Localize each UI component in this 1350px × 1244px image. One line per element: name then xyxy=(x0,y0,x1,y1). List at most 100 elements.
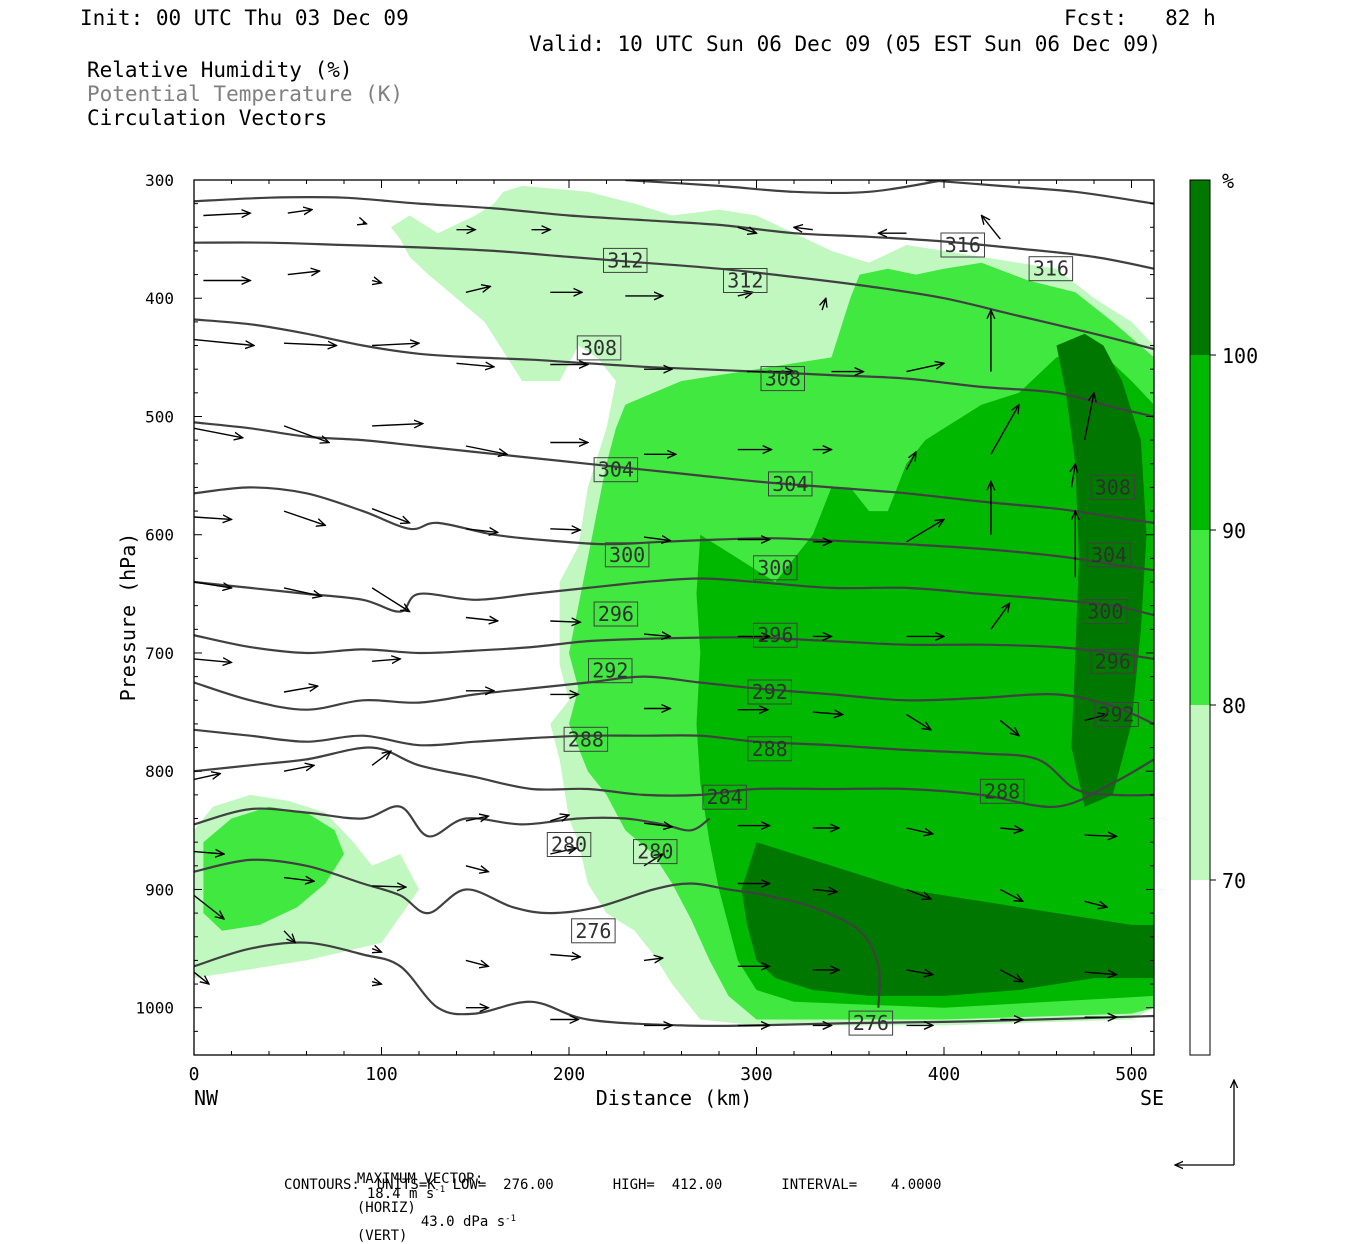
contour-label-11: 304 xyxy=(1091,543,1127,567)
contour-label-box-22 xyxy=(979,778,1025,804)
colorbar-level-100: 100 xyxy=(1222,344,1258,368)
circulation-vector-44 xyxy=(465,618,498,622)
contour-label-box-8 xyxy=(1090,474,1135,500)
colorbar-frame xyxy=(1189,179,1211,1056)
circulation-vector-81 xyxy=(906,888,931,899)
circulation-vector-113 xyxy=(1072,464,1076,488)
isentrope-308-9 xyxy=(194,421,1154,524)
contour-label-box-6 xyxy=(593,457,639,483)
circulation-vector-85 xyxy=(283,930,295,943)
circulation-vector-77 xyxy=(550,848,576,855)
circulation-vector-96 xyxy=(372,982,381,984)
isentrope-276-1 xyxy=(194,858,881,1008)
circulation-vector-92 xyxy=(906,970,933,975)
contour-labels: 312 312 316 316 308 308 304 304 308 300 300 304 300 2… xyxy=(546,232,1139,1036)
x-tick-label-1: 100 xyxy=(365,1064,398,1085)
contour-label-box-12 xyxy=(1083,599,1128,625)
circulation-vector-73 xyxy=(194,852,224,854)
colorbar-unit: % xyxy=(1222,169,1234,193)
footer-vert-value: 43.0 dPa s xyxy=(420,1214,506,1231)
contour-label-16: 292 xyxy=(592,659,628,683)
circulation-vector-29 xyxy=(905,452,916,471)
y-tick-label-4: 700 xyxy=(145,644,174,663)
circulation-vector-4 xyxy=(287,271,320,275)
circulation-vector-83 xyxy=(1084,900,1108,907)
circulation-vector-63 xyxy=(283,765,314,772)
isentrope-300-7 xyxy=(194,577,1154,617)
circulation-vector-39 xyxy=(906,519,945,543)
contour-label-24: 280 xyxy=(637,840,673,864)
isentrope-316-11 xyxy=(194,241,1154,351)
contour-label-box-4 xyxy=(576,335,622,361)
contour-label-box-17 xyxy=(747,679,792,705)
contour-label-7: 304 xyxy=(772,472,808,496)
footer-contours: CONTOURS: UNITS=K LOW= 276.00 HIGH= 412.… xyxy=(284,1177,942,1193)
circulation-vector-89 xyxy=(643,958,663,960)
footer-max-vector-label: MAXIMUM VECTOR: xyxy=(356,1171,484,1187)
contour-label-box-25 xyxy=(571,918,616,944)
contour-label-box-5 xyxy=(760,366,805,392)
y-tick-label-6: 900 xyxy=(145,880,174,899)
circulation-vector-5 xyxy=(372,281,381,283)
x-end-label-se: SE xyxy=(1140,1086,1164,1110)
circulation-vector-112 xyxy=(982,216,1001,240)
contour-label-box-18 xyxy=(1094,702,1139,727)
colorbar-band-100 xyxy=(1190,180,1210,355)
circulation-vector-80 xyxy=(812,890,837,892)
contour-label-5: 308 xyxy=(765,367,801,391)
footer-vert-exp: -1 xyxy=(505,1213,516,1224)
circulation-vector-2 xyxy=(363,223,367,224)
y-axis-label: Pressure (hPa) xyxy=(116,533,140,702)
contour-label-9: 300 xyxy=(609,543,645,567)
forecast-hour: Fcst: 82 h xyxy=(1064,6,1216,30)
circulation-vector-30 xyxy=(990,405,1019,455)
y-tick-label-0: 300 xyxy=(145,171,174,190)
contour-label-0: 312 xyxy=(607,248,643,272)
circulation-vector-6 xyxy=(465,286,490,293)
contour-label-19: 288 xyxy=(568,727,604,751)
circulation-vector-60 xyxy=(999,719,1019,735)
circulation-vector-11 xyxy=(194,338,254,346)
contour-label-box-9 xyxy=(604,542,650,568)
circulation-vector-21 xyxy=(194,427,243,438)
contour-label-23: 280 xyxy=(551,833,587,857)
x-tick-label-2: 200 xyxy=(553,1064,586,1085)
contour-label-box-26 xyxy=(848,1010,894,1036)
x-tick-label-3: 300 xyxy=(740,1064,773,1085)
isentrope-324-13 xyxy=(625,180,945,195)
colorbar-band-80 xyxy=(1190,530,1210,705)
y-tick-label-3: 600 xyxy=(145,526,174,545)
circulation-vector-50 xyxy=(990,603,1010,630)
isentrope-328-14 xyxy=(925,180,1154,205)
contour-label-17: 292 xyxy=(752,680,788,704)
circulation-vector-62 xyxy=(194,774,220,781)
valid-time: Valid: 10 UTC Sun 06 Dec 09 (05 EST Sun … xyxy=(529,32,1162,56)
cross-section-chart: 312 312 316 316 308 308 304 304 308 300 300 304 300 2… xyxy=(116,169,1258,1200)
circulation-vector-33 xyxy=(371,508,410,523)
contour-label-box-24 xyxy=(633,839,678,865)
x-axis-label: Distance (km) xyxy=(596,1086,753,1110)
circulation-vector-51 xyxy=(194,659,232,663)
circulation-vector-31 xyxy=(194,517,232,519)
circulation-vector-95 xyxy=(194,971,209,984)
x-tick-label-0: 0 xyxy=(189,1064,200,1085)
circulation-vector-75 xyxy=(372,886,406,887)
contour-label-1: 312 xyxy=(727,269,763,293)
colorbar-band-90 xyxy=(1190,355,1210,530)
legend-circulation-vectors: Circulation Vectors xyxy=(87,106,328,130)
circulation-vector-22 xyxy=(283,425,329,443)
contour-label-25: 276 xyxy=(575,919,611,943)
contour-label-box-19 xyxy=(563,726,609,752)
isentrope-320-12 xyxy=(194,196,1154,270)
contour-label-10: 300 xyxy=(757,556,793,580)
circulation-vector-58 xyxy=(812,712,843,714)
circulation-vector-34 xyxy=(465,529,498,533)
circulation-vector-59 xyxy=(906,713,931,730)
contour-label-26: 276 xyxy=(853,1011,889,1035)
circulation-vector-65 xyxy=(465,816,489,821)
contour-label-22: 288 xyxy=(984,779,1020,803)
circulation-vector-43 xyxy=(371,587,410,612)
circulation-vector-86 xyxy=(372,949,381,953)
y-tick-label-7: 1000 xyxy=(135,999,174,1018)
circulation-vector-107 xyxy=(794,227,813,229)
